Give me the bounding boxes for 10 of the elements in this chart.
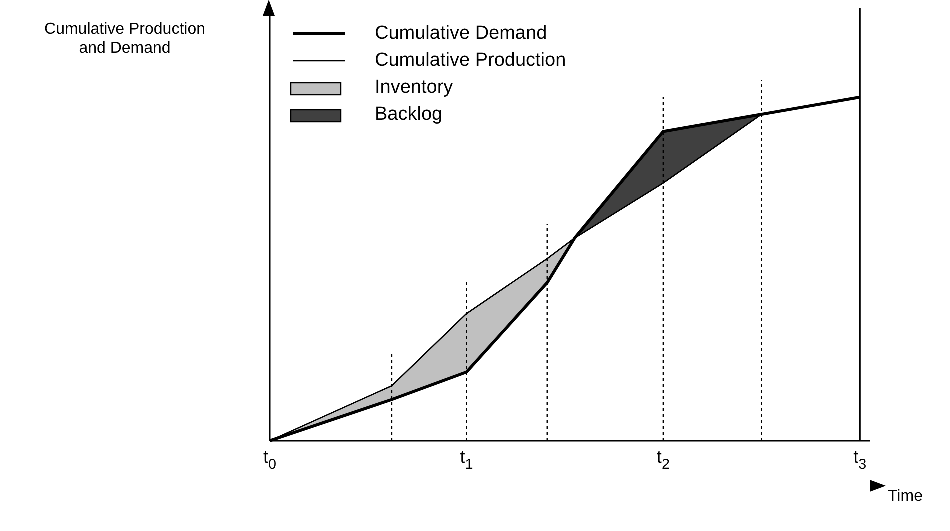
x-axis-title: Time	[888, 488, 923, 506]
x-tick-label: t$_{2}$	[656, 447, 670, 473]
legend-label: Inventory	[375, 76, 454, 98]
legend-label: Backlog	[375, 104, 443, 126]
legend-label: Cumulative Production	[375, 50, 566, 72]
x-tick-label: t$_{1}$	[460, 447, 474, 473]
legend-label: Cumulative Demand	[375, 22, 548, 44]
x-tick-label: t$_{3}$	[854, 447, 867, 473]
y-axis-title: Cumulative Production and Demand	[44, 20, 206, 58]
x-tick-label: t$_{0}$	[263, 447, 277, 473]
